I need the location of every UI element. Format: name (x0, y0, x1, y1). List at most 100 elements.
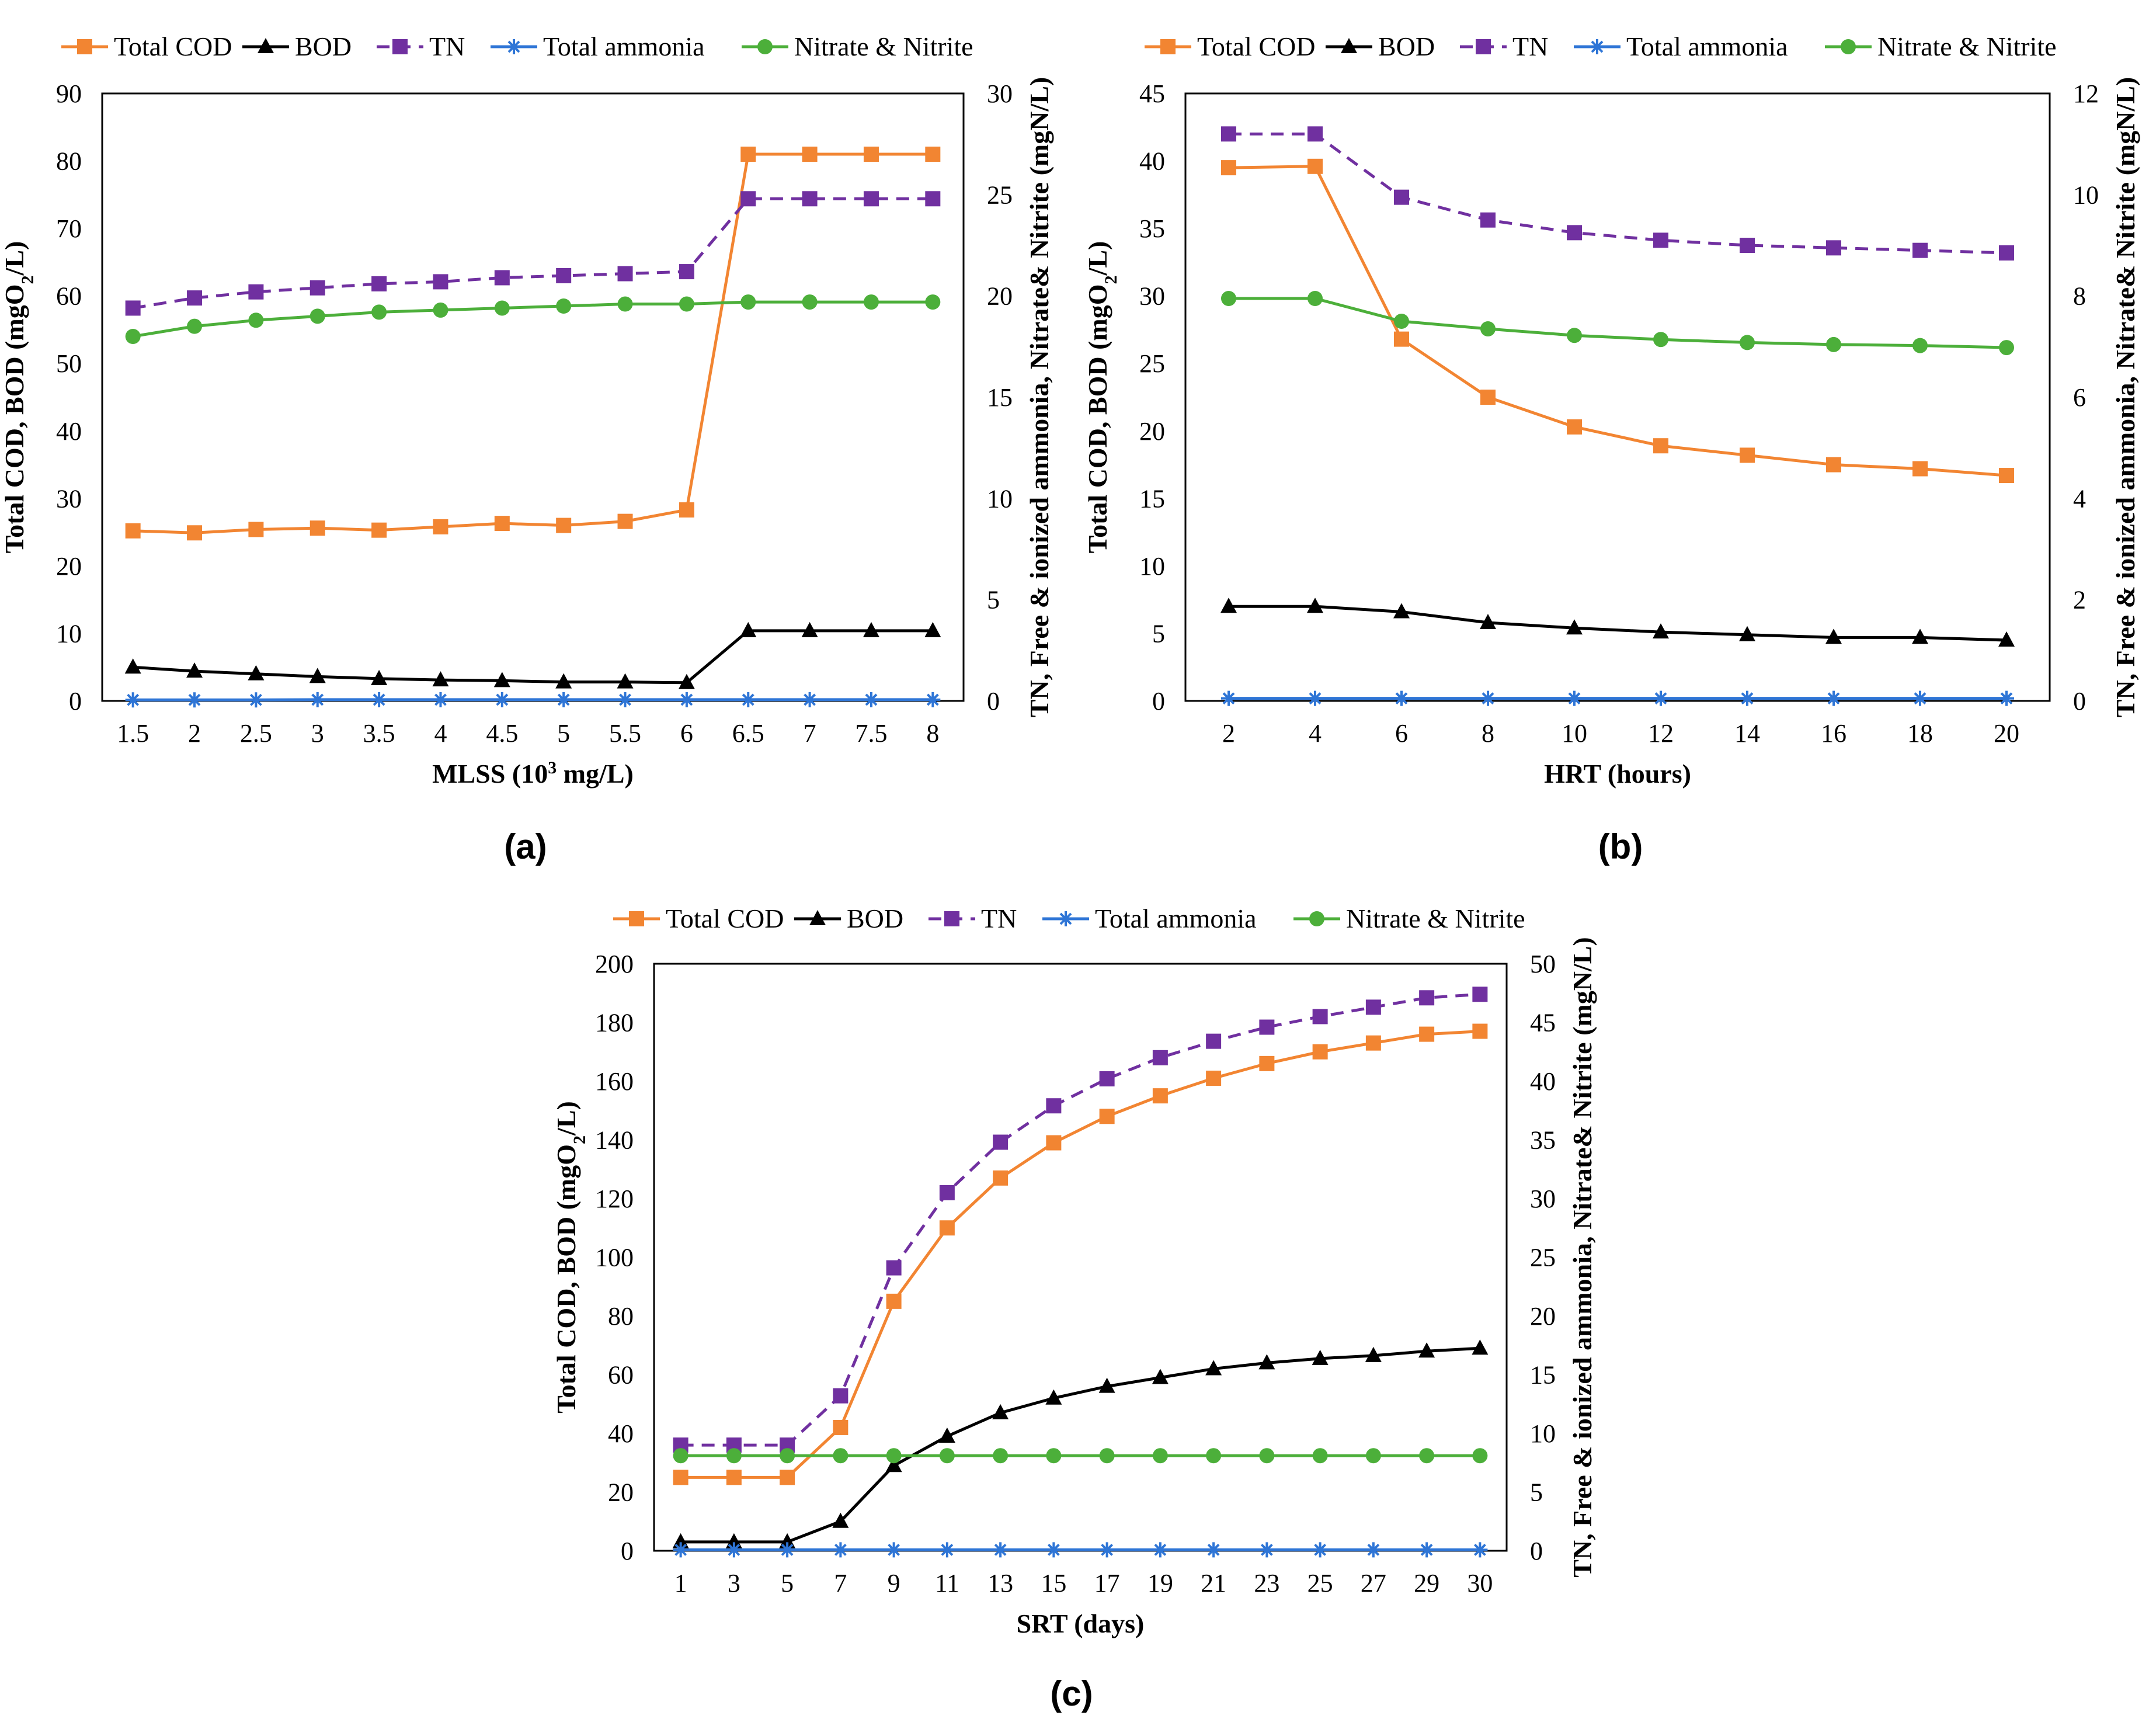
x-tick-label: 21 (1201, 1569, 1226, 1597)
x-tick-label: 10 (1562, 719, 1587, 748)
x-tick-label: 1 (674, 1569, 687, 1597)
series-total-ammonia (125, 692, 941, 708)
series-tn (125, 191, 941, 316)
y-tick-label: 60 (56, 282, 82, 311)
y-axis-label-main: Total COD, BOD (mgO (1083, 284, 1112, 553)
data-point-bod (1566, 619, 1583, 635)
data-point-nitrate-and-nitrite (187, 318, 203, 334)
series-line-nitrate-and-nitrite (1229, 297, 2007, 349)
chart-3: 0204060801001201401601802000510152025303… (551, 904, 1597, 1713)
data-point-total-ammonia (679, 692, 694, 707)
y2-tick-label: 5 (1530, 1478, 1543, 1507)
y2-tick-label: 25 (1530, 1244, 1556, 1272)
data-point-bod (248, 665, 265, 680)
series-line-bod (680, 1346, 1480, 1544)
data-point-total-cod (1307, 158, 1323, 174)
data-point-tn (1912, 242, 1928, 258)
data-point-total-cod (1912, 461, 1928, 477)
legend-item-bod: BOD (1326, 32, 1435, 61)
data-point-total-cod (1259, 1055, 1275, 1071)
data-point-total-ammonia (1472, 1542, 1488, 1558)
x-tick-label: 18 (1907, 719, 1933, 748)
data-point-tn (1259, 1019, 1275, 1035)
data-point-tn (833, 1388, 849, 1404)
y2-axis-label: TN, Free & ionized ammonia, Nitrate& Nit… (1024, 77, 1054, 717)
data-point-total-ammonia (1653, 690, 1668, 706)
data-point-bod (124, 658, 141, 674)
data-point-total-ammonia (248, 692, 264, 708)
x-tick-label: 4 (434, 719, 447, 748)
data-point-nitrate-and-nitrite (925, 294, 941, 310)
data-point-nitrate-and-nitrite (1999, 340, 2014, 356)
y-tick-label: 40 (1139, 147, 1165, 176)
y-tick-label: 80 (56, 147, 82, 176)
data-point-total-ammonia (1099, 1542, 1115, 1558)
data-point-total-cod (1221, 160, 1236, 176)
y2-tick-label: 50 (1530, 950, 1556, 978)
data-point-tn (802, 191, 818, 207)
data-point-bod (678, 673, 695, 689)
data-point-total-ammonia (433, 692, 448, 707)
x-tick-label: 7.5 (855, 719, 887, 748)
data-point-total-cod (556, 518, 572, 533)
x-axis-label: SRT (days) (1017, 1609, 1145, 1638)
y2-axis-label: TN, Free & ionized ammonia, Nitrate& Nit… (2110, 77, 2140, 717)
data-point-total-ammonia (371, 692, 387, 707)
legend-item-nitrate-and-nitrite: Nitrate & Nitrite (742, 32, 973, 61)
legend: Total COD BOD TN Total ammonia Nitrate & Nit… (1145, 32, 2057, 61)
y-tick-label: 40 (608, 1419, 634, 1448)
data-point-bod (740, 621, 757, 637)
legend-swatch-marker (1841, 39, 1856, 54)
series-tn (673, 987, 1488, 1453)
y-tick-label: 120 (595, 1185, 634, 1213)
legend-swatch-marker (506, 39, 521, 54)
data-point-tn (1480, 212, 1496, 228)
y-axis-label-tail: /L) (1083, 241, 1112, 276)
x-axis-label-tail: mg/L) (557, 759, 634, 789)
data-point-bod (938, 1428, 955, 1443)
y-tick-label: 20 (608, 1478, 634, 1507)
data-point-total-ammonia (1394, 690, 1409, 706)
data-point-nitrate-and-nitrite (886, 1448, 902, 1464)
x-tick-label: 8 (926, 719, 939, 748)
data-point-nitrate-and-nitrite (1826, 336, 1841, 352)
legend-label: Total COD (1197, 32, 1316, 61)
y-axis-label-sub: 2 (570, 1135, 589, 1144)
data-point-nitrate-and-nitrite (1312, 1448, 1328, 1464)
data-point-tn (494, 270, 510, 286)
series-total-ammonia (1221, 690, 2014, 706)
legend-item-tn: TN (1460, 32, 1548, 61)
y-axis-label-tail: /L) (551, 1101, 581, 1136)
data-point-total-ammonia (1046, 1542, 1062, 1558)
legend-label: Total ammonia (1095, 904, 1257, 933)
data-point-tn (1653, 232, 1668, 248)
data-point-bod (1912, 628, 1928, 644)
data-point-tn (617, 266, 633, 282)
data-point-total-ammonia (939, 1542, 955, 1558)
y2-tick-label: 10 (987, 484, 1013, 513)
legend-swatch-marker (629, 911, 644, 926)
data-point-bod (1393, 603, 1410, 619)
y-axis-label: Total COD, BOD (mgO2/L) (0, 241, 37, 554)
x-axis-label-main: MLSS (10 (432, 759, 548, 789)
legend-item-total-ammonia: Total ammonia (1574, 32, 1788, 61)
data-point-nitrate-and-nitrite (1206, 1448, 1222, 1464)
x-tick-label: 5 (557, 719, 570, 748)
data-point-total-ammonia (1307, 690, 1323, 706)
data-point-tn (1567, 225, 1582, 241)
y-axis-label: Total COD, BOD (mgO2/L) (1083, 241, 1121, 554)
plot-frame (1184, 92, 2051, 702)
x-tick-label: 3 (728, 1569, 740, 1597)
series-total-cod (1221, 158, 2014, 484)
series-bod (672, 1339, 1489, 1548)
series-line-tn (680, 992, 1480, 1447)
data-point-tn (1307, 126, 1323, 142)
data-point-total-cod (371, 522, 387, 538)
data-point-nitrate-and-nitrite (1472, 1448, 1488, 1464)
data-point-total-ammonia (780, 1542, 795, 1558)
x-tick-label: 4 (1309, 719, 1322, 748)
data-point-total-cod (187, 525, 203, 541)
panel-label: (a) (504, 827, 547, 866)
y2-tick-label: 4 (2073, 484, 2086, 513)
x-tick-label: 2 (188, 719, 201, 748)
